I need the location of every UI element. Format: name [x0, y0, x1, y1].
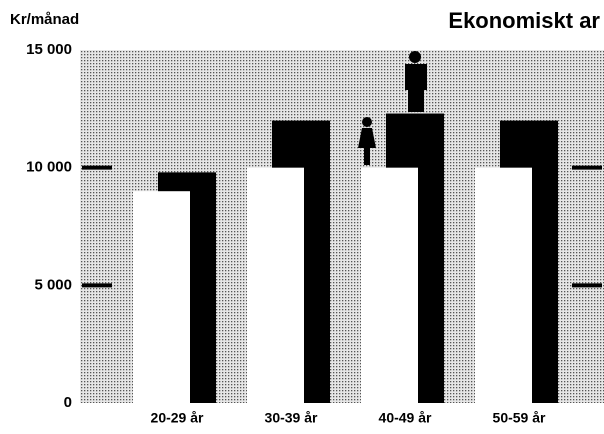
bar [133, 191, 190, 403]
y-tick-label: 0 [64, 394, 72, 411]
y-tick-label: 10 000 [26, 159, 72, 176]
y-tick-label: 5 000 [34, 276, 72, 293]
x-tick-label: 30-39 år [265, 410, 318, 426]
figure-icons [358, 51, 427, 165]
chart-title: Ekonomiskt ar [448, 8, 600, 33]
x-tick-label: 50-59 år [493, 410, 546, 426]
bar [247, 167, 304, 403]
y-axis-label: Kr/månad [10, 11, 79, 28]
bar [475, 167, 532, 403]
bar [361, 167, 418, 403]
y-tick-label: 15 000 [26, 41, 72, 58]
x-tick-label: 40-49 år [379, 410, 432, 426]
x-tick-label: 20-29 år [151, 410, 204, 426]
